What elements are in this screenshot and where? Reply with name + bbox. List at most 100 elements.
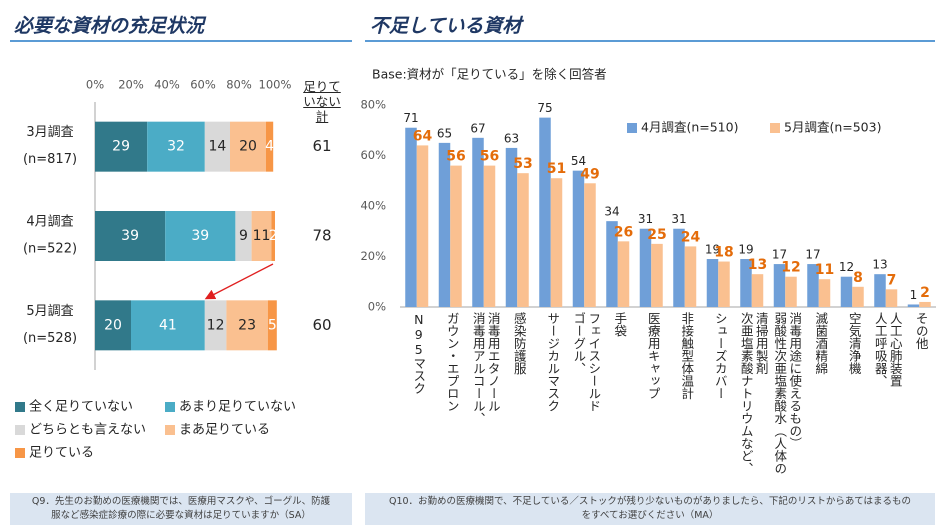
y-tick-label: 40%: [360, 199, 386, 213]
footnote: Q10．お勤めの医療機関で、不足している／ストックが残り少ないものがありましたら…: [365, 493, 935, 525]
value-label: 11: [815, 262, 834, 278]
bar-segment: [95, 211, 166, 261]
bar: [785, 276, 797, 307]
bar-segment: [251, 211, 272, 261]
value-label: 20: [104, 317, 122, 333]
y-tick-label: 20%: [360, 249, 386, 263]
value-label: 5: [268, 317, 277, 333]
value-label: 39: [191, 228, 209, 244]
value-label: 23: [238, 317, 256, 333]
value-label: 13: [872, 258, 887, 272]
value-label: 24: [681, 229, 701, 245]
sample-size: (n=817): [23, 152, 77, 167]
category-label: 医療用キャップ: [645, 312, 661, 400]
value-label: 29: [112, 139, 130, 155]
legend-swatch: [165, 402, 175, 412]
category-label: 弱酸性次亜塩素酸水（人体の 消毒用途に使えるもの）: [772, 312, 803, 475]
x-tick-label: 40%: [154, 78, 180, 92]
bar-segment: [95, 121, 148, 172]
y-tick-label: 80%: [360, 98, 386, 112]
value-label: 4: [265, 139, 274, 155]
value-label: 31: [671, 212, 686, 226]
category-label: 非接触型体温計: [679, 312, 695, 400]
value-label: 12: [207, 317, 225, 333]
value-label: 63: [504, 131, 519, 145]
category-label: 人工呼吸器、 人工心肺装置: [872, 312, 903, 387]
bar: [919, 301, 931, 307]
bar: [405, 127, 417, 307]
bar: [885, 289, 898, 307]
value-label: 56: [480, 149, 499, 165]
bar: [684, 246, 697, 307]
legend-label: まあ足りている: [179, 423, 270, 438]
category-label: その他: [913, 312, 929, 350]
sample-size: (n=522): [23, 242, 77, 257]
legend-label: 5月調査(n=503): [784, 120, 881, 135]
bar: [651, 243, 663, 307]
value-label: 17: [772, 248, 787, 262]
value-label: 25: [647, 227, 666, 243]
category-label: サージカルマスク: [545, 312, 561, 412]
bar: [718, 261, 730, 307]
legend-swatch: [15, 448, 25, 458]
x-tick-label: 100%: [259, 78, 292, 92]
value-label: 53: [513, 156, 532, 172]
value-label: 14: [208, 139, 226, 155]
total-value: 60: [312, 316, 331, 334]
sample-size: (n=528): [23, 331, 77, 346]
x-tick-label: 0%: [86, 78, 104, 92]
bar: [840, 276, 853, 307]
value-label: 11: [253, 228, 271, 244]
legend-swatch: [165, 425, 175, 435]
value-label: 9: [239, 228, 248, 244]
footnote: Q9．先生のお勤めの医療機関では、医療用マスクや、ゴーグル、防護服など感染症診療…: [10, 493, 352, 525]
bar-segment: [226, 300, 268, 351]
bar: [483, 165, 496, 307]
value-label: 34: [604, 205, 619, 219]
value-label: 39: [121, 228, 139, 244]
category-label: 5月調査: [26, 304, 73, 319]
bar: [550, 178, 563, 307]
category-label: 空気清浄機: [846, 312, 862, 375]
value-label: 65: [437, 126, 452, 140]
bar-segment: [165, 211, 236, 261]
total-value: 61: [312, 137, 331, 155]
y-tick-label: 0%: [368, 300, 386, 314]
bar: [773, 264, 786, 307]
value-label: 67: [470, 121, 485, 135]
category-label: 次亜塩素酸ナトリウムなど、 清掃用製剤: [738, 312, 769, 475]
value-label: 49: [580, 166, 599, 182]
category-label: 4月調査: [26, 215, 73, 230]
legend-label: 足りている: [29, 446, 94, 461]
value-label: 18: [714, 245, 733, 261]
bar: [818, 279, 831, 307]
category-label: ゴーグル、 フェイスシールド: [571, 312, 602, 412]
value-label: 31: [638, 212, 653, 226]
y-tick-label: 60%: [360, 148, 386, 162]
bar: [584, 183, 596, 307]
category-label: ガウン・エプロン: [444, 312, 460, 412]
value-label: 26: [614, 224, 633, 240]
value-label: 12: [781, 260, 800, 276]
value-label: 13: [748, 257, 767, 273]
x-tick-label: 60%: [190, 78, 216, 92]
chart-title: 不足している資材: [370, 15, 524, 37]
bar: [874, 274, 886, 307]
category-label: シューズカバー: [712, 312, 728, 400]
category-label: 手袋: [612, 312, 628, 337]
arrow: [204, 263, 274, 300]
value-label: 19: [738, 243, 753, 257]
value-label: 2: [269, 228, 278, 244]
bar-segment: [267, 300, 277, 351]
value-label: 17: [805, 248, 820, 262]
value-label: 12: [839, 260, 854, 274]
bar: [539, 117, 551, 307]
bar-segment: [204, 121, 230, 172]
bar: [639, 228, 652, 307]
category-label: 感染防護服: [511, 312, 527, 375]
bar: [572, 170, 585, 307]
value-label: 56: [446, 149, 465, 165]
bar: [907, 304, 920, 307]
bar: [852, 286, 864, 307]
